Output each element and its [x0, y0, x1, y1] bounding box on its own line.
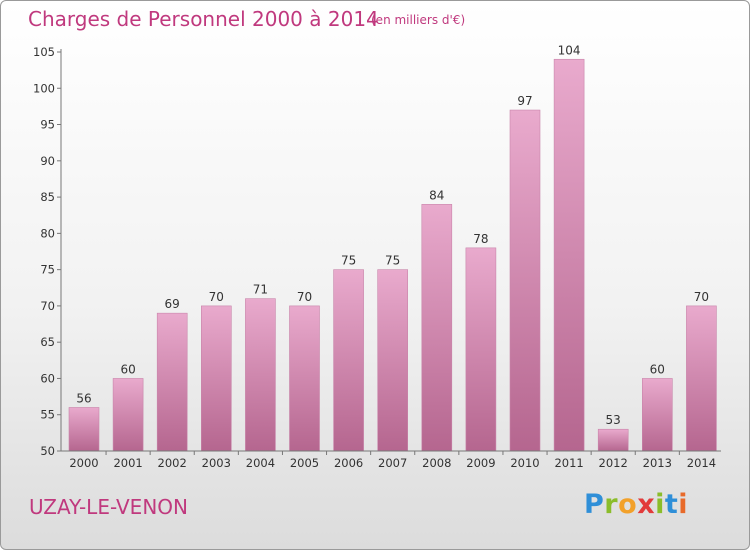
bar-2010: [509, 109, 541, 452]
bar-2000: [68, 407, 100, 452]
y-tick-label-60: 60: [40, 371, 55, 385]
x-tick-label-2001: 2001: [113, 456, 142, 470]
y-tick-label-95: 95: [40, 118, 55, 132]
logo-letter: i: [655, 489, 665, 520]
y-tick-label-50: 50: [40, 444, 55, 458]
value-label-2002: 69: [165, 297, 180, 311]
bar-2002: [156, 312, 188, 452]
bar-2009: [465, 247, 497, 452]
x-tick-label-2010: 2010: [510, 456, 539, 470]
chart-subtitle: (en milliers d'€): [371, 13, 466, 27]
y-tick-label-85: 85: [40, 190, 55, 204]
bar-2004: [245, 298, 276, 452]
value-label-2009: 78: [473, 232, 488, 246]
chart-title: Charges de Personnel 2000 à 2014: [28, 7, 379, 31]
x-tick-label-2006: 2006: [334, 456, 363, 470]
axes-group: 50 55 60 65 70 75 80 85 90 95 100 105 2000 2001 2002 20…: [33, 45, 721, 470]
value-label-2006: 75: [341, 254, 356, 268]
logo-letter: r: [604, 489, 619, 520]
x-tick-label-2008: 2008: [422, 456, 451, 470]
y-tick-label-70: 70: [40, 299, 55, 313]
bar-2014: [686, 305, 717, 452]
bar-2008: [421, 204, 453, 452]
value-label-2000: 56: [76, 391, 91, 405]
logo-letter: o: [618, 489, 638, 520]
x-tick-label-2011: 2011: [554, 456, 583, 470]
x-tick-label-2012: 2012: [599, 456, 628, 470]
value-label-2001: 60: [120, 362, 135, 376]
logo-letter: i: [678, 489, 689, 520]
value-label-2013: 60: [650, 362, 665, 376]
bar-2005: [289, 305, 320, 452]
bar-2013: [641, 378, 673, 452]
value-label-2012: 53: [606, 413, 621, 427]
bars-group: 56 60 69 70 71 70 75 75 84 78 97 104 53 60 70: [68, 43, 717, 452]
logo-letter: x: [637, 489, 656, 520]
bar-2006: [333, 269, 364, 452]
y-tick-label-55: 55: [40, 408, 55, 422]
value-label-2010: 97: [517, 94, 532, 108]
value-label-2005: 70: [297, 290, 312, 304]
x-tick-label-2013: 2013: [643, 456, 672, 470]
proxiti-logo[interactable]: Proxiti: [584, 489, 688, 520]
x-tick-label-2009: 2009: [466, 456, 495, 470]
value-label-2008: 84: [429, 188, 444, 202]
value-label-2003: 70: [209, 290, 224, 304]
bar-2007: [377, 269, 409, 452]
bar-2003: [201, 305, 232, 452]
bar-2011: [553, 58, 585, 452]
logo-letter: t: [664, 489, 679, 520]
place-name: UZAY-LE-VENON: [29, 495, 188, 519]
x-tick-label-2004: 2004: [246, 456, 275, 470]
x-tick-label-2007: 2007: [378, 456, 407, 470]
value-label-2004: 71: [253, 283, 268, 297]
value-label-2007: 75: [385, 254, 400, 268]
x-tick-label-2000: 2000: [69, 456, 98, 470]
y-tick-label-75: 75: [40, 263, 55, 277]
y-tick-label-100: 100: [33, 81, 55, 95]
y-tick-label-80: 80: [40, 226, 55, 240]
y-tick-label-105: 105: [33, 45, 55, 59]
y-tick-label-65: 65: [40, 335, 55, 349]
logo-letter: P: [584, 489, 605, 520]
value-label-2014: 70: [694, 290, 709, 304]
y-tick-label-90: 90: [40, 154, 55, 168]
x-tick-label-2002: 2002: [158, 456, 187, 470]
bar-2001: [112, 378, 144, 452]
bar-2012: [597, 428, 629, 452]
x-tick-label-2014: 2014: [687, 456, 716, 470]
value-label-2011: 104: [558, 43, 581, 57]
x-tick-label-2005: 2005: [290, 456, 319, 470]
x-tick-label-2003: 2003: [202, 456, 231, 470]
